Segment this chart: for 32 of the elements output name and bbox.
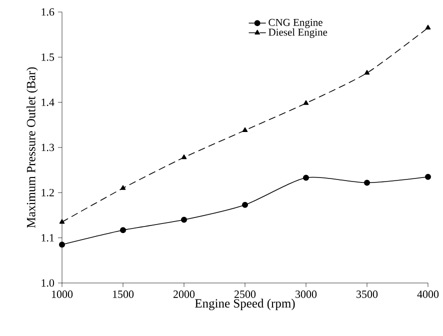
y-tick-label: 1.1: [42, 234, 54, 242]
y-tick-label: 1.5: [42, 53, 54, 61]
x-tick-label: 3500: [356, 290, 378, 298]
x-tick-label: 1500: [112, 290, 134, 298]
x-axis-title: Engine Speed (rpm): [195, 298, 295, 310]
y-tick-label: 1.3: [42, 144, 54, 152]
point: [120, 227, 126, 234]
y-tick-label: 1.0: [42, 279, 54, 287]
x-tick-label: 4000: [417, 290, 439, 298]
point: [59, 219, 65, 224]
legend-label: CNG Engine: [268, 18, 322, 28]
x-tick-label: 3000: [296, 290, 317, 298]
point: [59, 242, 66, 248]
point: [425, 24, 431, 30]
legend-label: Diesel Engine: [268, 28, 328, 38]
point: [120, 185, 126, 190]
point: [181, 154, 187, 160]
point: [303, 100, 309, 105]
point: [242, 202, 248, 208]
y-axis-title: Maximum Pressure Outlet (Bar): [26, 67, 38, 228]
point: [425, 174, 431, 180]
point: [364, 70, 370, 75]
x-tick-label: 1000: [52, 290, 73, 298]
point: [181, 216, 188, 223]
y-tick-label: 1.2: [42, 188, 54, 196]
point: [242, 127, 248, 132]
x-tick-label: 2500: [234, 290, 256, 298]
x-tick-label: 2000: [173, 290, 195, 298]
y-tick-label: 1.6: [42, 8, 54, 16]
point: [364, 180, 370, 186]
y-tick-label: 1.4: [42, 98, 54, 106]
point: [303, 174, 309, 181]
